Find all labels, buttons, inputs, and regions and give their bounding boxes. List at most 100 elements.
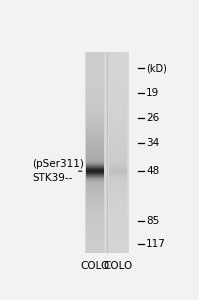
Bar	[109, 188, 127, 189]
Bar	[109, 244, 127, 245]
Bar	[86, 152, 104, 153]
Bar	[109, 123, 127, 124]
Bar	[109, 193, 127, 194]
Bar	[86, 120, 104, 121]
Bar	[109, 164, 127, 165]
Bar	[109, 224, 127, 225]
Bar	[86, 59, 104, 60]
Bar	[109, 209, 127, 210]
Bar	[109, 147, 127, 148]
Bar	[86, 132, 104, 133]
Bar	[86, 95, 104, 96]
Bar	[86, 154, 104, 155]
Bar	[109, 104, 127, 105]
Bar	[109, 87, 127, 88]
Bar	[86, 70, 104, 71]
Bar	[86, 202, 104, 203]
Bar	[86, 133, 104, 134]
Bar	[109, 100, 127, 101]
Bar	[109, 190, 127, 191]
Bar	[109, 202, 127, 203]
Bar	[109, 160, 127, 161]
Bar	[109, 181, 127, 182]
Bar	[109, 215, 127, 216]
Bar	[86, 245, 104, 246]
Bar	[109, 169, 127, 170]
Bar	[109, 79, 127, 80]
Bar	[86, 126, 104, 127]
Bar	[109, 159, 127, 160]
Bar	[109, 207, 127, 208]
Bar	[109, 174, 127, 175]
Bar	[109, 80, 127, 81]
Bar	[109, 229, 127, 230]
Bar	[109, 250, 127, 251]
Bar	[109, 53, 127, 54]
Bar	[109, 93, 127, 94]
Bar	[109, 236, 127, 237]
Bar	[109, 241, 127, 242]
Bar	[109, 161, 127, 162]
Bar	[109, 141, 127, 142]
Bar	[86, 200, 104, 201]
Text: 48: 48	[146, 166, 159, 176]
Bar	[109, 222, 127, 223]
Bar	[86, 96, 104, 97]
Bar	[86, 62, 104, 63]
Bar	[109, 245, 127, 246]
Bar	[86, 220, 104, 221]
Bar	[86, 167, 104, 168]
Bar	[86, 203, 104, 204]
Bar	[86, 229, 104, 230]
Bar	[109, 145, 127, 146]
Bar	[86, 171, 104, 172]
Bar	[86, 242, 104, 243]
Bar	[109, 105, 127, 106]
Bar	[86, 110, 104, 111]
Bar	[86, 174, 104, 175]
Bar	[86, 209, 104, 210]
Bar	[109, 62, 127, 63]
Bar	[109, 110, 127, 111]
Bar	[109, 184, 127, 185]
Bar	[86, 83, 104, 84]
Bar	[86, 104, 104, 105]
Bar	[109, 158, 127, 159]
Bar	[109, 151, 127, 152]
Bar	[86, 92, 104, 93]
Bar	[109, 55, 127, 56]
Bar	[86, 61, 104, 62]
Bar	[109, 57, 127, 58]
Bar	[86, 219, 104, 220]
Bar	[109, 160, 127, 161]
Bar	[86, 144, 104, 145]
Bar	[109, 163, 127, 164]
Bar	[86, 123, 104, 124]
Bar	[86, 223, 104, 224]
Bar	[86, 233, 104, 234]
Bar	[86, 107, 104, 108]
Bar	[109, 238, 127, 239]
Bar	[109, 142, 127, 143]
Bar	[109, 143, 127, 144]
Bar	[109, 116, 127, 117]
Bar	[86, 134, 104, 135]
Bar	[86, 249, 104, 250]
Bar	[86, 67, 104, 68]
Bar	[109, 219, 127, 220]
Bar	[109, 156, 127, 157]
Bar	[86, 234, 104, 235]
Bar	[109, 89, 127, 90]
Bar	[109, 175, 127, 176]
Bar	[86, 215, 104, 216]
Bar	[109, 121, 127, 122]
Bar	[109, 68, 127, 69]
Bar	[86, 189, 104, 190]
Bar	[86, 244, 104, 245]
Bar	[86, 69, 104, 70]
Bar	[86, 117, 104, 118]
Bar	[86, 91, 104, 92]
Bar	[109, 217, 127, 218]
Bar	[86, 112, 104, 113]
Bar	[86, 113, 104, 114]
